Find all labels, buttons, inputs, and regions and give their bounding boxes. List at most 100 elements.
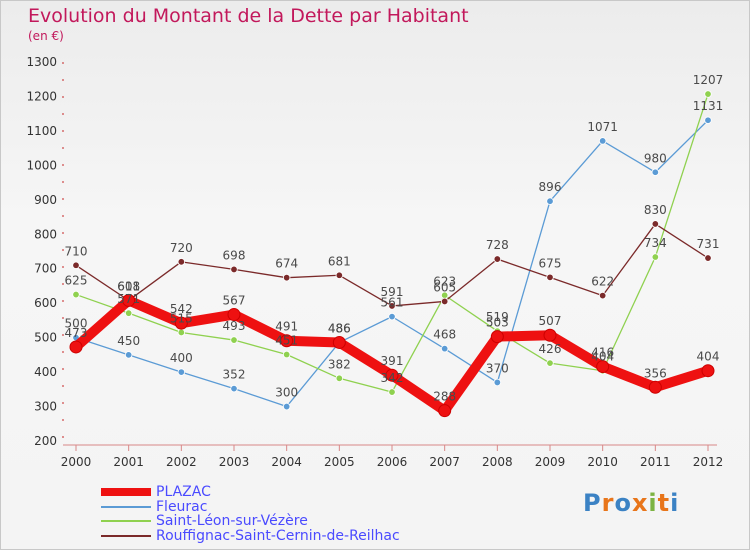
proxiti-logo: Proxiti [583,489,679,517]
data-label: 571 [117,292,140,306]
data-label: 605 [433,280,456,294]
data-point [177,368,186,376]
legend-swatch [101,488,151,497]
legend-label: Rouffignac-Saint-Cernin-de-Reilhac [156,527,400,544]
legend: PLAZAC Fleurac Saint-Léon-sur-Vézère Rouffi… [101,485,400,543]
y-tick-label: 600 [34,296,57,310]
data-point [174,316,188,330]
data-point [440,297,449,306]
data-label: 352 [223,368,246,382]
data-point [701,364,715,378]
data-point [335,271,344,279]
data-label: 710 [65,244,88,258]
logo-letter: i [648,489,658,517]
data-point [280,334,294,348]
data-label: 611 [117,279,140,293]
y-tick-label: 1100 [26,124,57,138]
data-label: 404 [697,350,720,364]
data-point [72,290,80,299]
data-label: 391 [381,354,404,368]
data-label: 468 [433,328,456,342]
data-point [332,335,346,349]
data-label: 1207 [693,73,724,87]
data-label: 300 [275,386,298,400]
data-label: 561 [381,296,404,310]
data-point [490,330,504,344]
logo-letter: P [583,489,602,517]
data-label: 674 [275,257,298,271]
data-point [388,302,396,310]
x-tick-label: 2006 [377,455,408,469]
data-point [124,351,133,359]
data-label: 622 [591,275,614,289]
data-label: 681 [328,254,351,268]
data-point [388,312,396,321]
x-tick-label: 2010 [587,455,618,469]
y-tick-label: 900 [34,193,57,207]
data-point [335,374,344,382]
data-label: 507 [539,314,562,328]
data-point [122,293,136,307]
x-tick-label: 2011 [640,455,671,469]
data-label: 382 [328,357,351,371]
logo-letter: i [670,489,680,517]
data-label: 980 [644,151,667,165]
y-tick-label: 400 [34,365,57,379]
data-point [227,308,241,322]
data-label: 515 [170,311,193,325]
logo-letter: t [657,489,671,517]
y-tick-label: 1300 [26,55,57,69]
data-point [704,116,712,124]
data-point [385,368,399,382]
data-point [651,253,660,261]
y-tick-label: 700 [34,262,57,276]
data-label: 451 [275,334,298,348]
legend-swatch [101,534,151,537]
data-label: 542 [170,302,193,316]
x-tick-label: 2000 [61,455,92,469]
data-point [230,384,238,393]
data-label: 698 [223,248,246,262]
data-label: 1071 [587,120,618,134]
data-label: 288 [433,390,456,404]
data-label: 473 [65,326,88,340]
data-point [596,360,610,374]
legend-item: PLAZAC [101,485,400,500]
legend-label: PLAZAC [156,484,211,501]
legend-item: Fleurac [101,500,400,515]
data-label: 491 [275,320,298,334]
data-label: 567 [223,294,246,308]
data-label: 404 [591,350,614,364]
data-label: 623 [433,274,456,288]
x-tick-label: 2001 [113,455,144,469]
data-point [546,273,554,282]
data-point [598,291,607,300]
data-point [230,336,238,344]
x-tick-label: 2002 [166,455,197,469]
data-point [648,380,662,394]
x-tick-label: 2008 [482,455,513,469]
legend-label: Fleurac [156,498,208,515]
logo-letter: o [614,489,632,517]
data-point [704,254,712,262]
data-point [230,265,238,274]
data-point [388,388,396,396]
data-point [704,90,712,98]
x-tick-label: 2005 [324,455,355,469]
data-point [543,328,557,342]
y-tick-label: 500 [34,331,57,345]
data-point [440,344,449,353]
legend-label: Saint-Léon-sur-Vézère [156,513,308,530]
data-label: 734 [644,236,667,250]
legend-item: Rouffignac-Saint-Cernin-de-Reilhac [101,529,400,544]
logo-letter: r [601,489,615,517]
data-label: 370 [486,361,509,375]
data-point [546,359,554,367]
data-label: 519 [486,310,509,324]
data-label: 1131 [693,99,724,113]
data-label: 608 [117,279,140,293]
data-point [177,258,186,266]
y-axis-unit-label: (en €) [28,29,64,43]
